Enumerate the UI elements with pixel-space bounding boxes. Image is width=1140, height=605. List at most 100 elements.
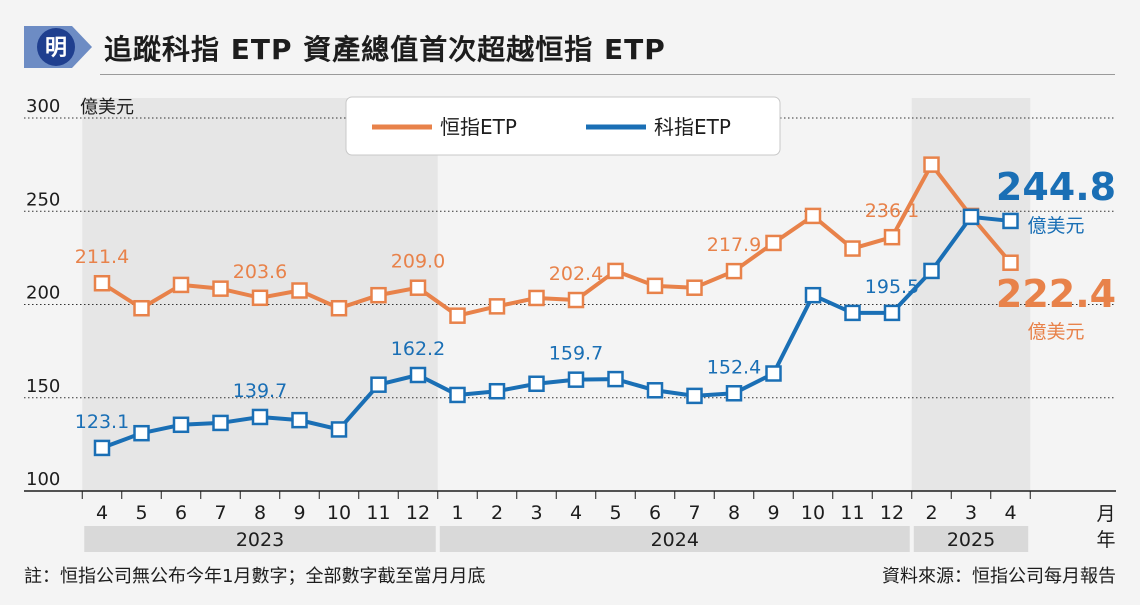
data-point-1-1 bbox=[133, 424, 150, 442]
year-bar-2024 bbox=[439, 526, 910, 552]
data-point-1-15 bbox=[686, 387, 703, 405]
x-tick-label-0: 4 bbox=[96, 502, 108, 524]
x-tick-label-3: 7 bbox=[214, 502, 226, 524]
header: 明 追蹤科指 ETP 資產總值首次超越恒指 ETP bbox=[0, 0, 1140, 75]
x-tick-label-15: 7 bbox=[688, 502, 700, 524]
data-point-1-4 bbox=[251, 408, 269, 426]
hstech-data-label-4: 139.7 bbox=[233, 380, 287, 402]
data-point-1-8 bbox=[409, 366, 427, 384]
year-label-2024: 2024 bbox=[651, 529, 699, 551]
data-point-0-23 bbox=[1002, 254, 1019, 271]
data-point-1-17 bbox=[765, 365, 782, 382]
y-tick-label-100: 100 bbox=[26, 469, 60, 490]
data-point-1-10 bbox=[488, 382, 506, 400]
year-label-2025: 2025 bbox=[947, 529, 995, 551]
x-tick-label-22: 3 bbox=[965, 502, 977, 524]
y-axis: 100 150 200 250 300 bbox=[26, 96, 60, 490]
year-bar-2025 bbox=[913, 526, 1029, 552]
data-point-1-18 bbox=[804, 286, 822, 304]
data-point-0-7 bbox=[370, 286, 387, 304]
x-tick-label-2: 6 bbox=[175, 502, 187, 524]
x-tick-label-5: 9 bbox=[293, 502, 305, 524]
hsi-data-label-12: 202.4 bbox=[549, 263, 603, 285]
x-tick-label-10: 2 bbox=[491, 502, 503, 524]
source-note: 資料來源：恒指公司每月報告 bbox=[882, 566, 1116, 587]
data-point-0-17 bbox=[765, 234, 782, 252]
data-point-0-16 bbox=[725, 262, 743, 280]
year-label-2023: 2023 bbox=[236, 529, 284, 551]
data-point-1-14 bbox=[646, 382, 664, 399]
x-tick-label-4: 8 bbox=[254, 502, 266, 524]
hsi-data-label-4: 203.6 bbox=[233, 261, 287, 283]
x-tick-label-1: 5 bbox=[135, 502, 147, 524]
hstech-end-value: 244.8 bbox=[996, 165, 1116, 209]
x-tick-label-14: 6 bbox=[649, 502, 661, 524]
data-point-1-7 bbox=[370, 376, 387, 393]
y-tick-label-250: 250 bbox=[26, 189, 60, 210]
data-point-0-2 bbox=[172, 276, 190, 294]
x-tick-label-21: 2 bbox=[925, 502, 937, 524]
x-tick-label-17: 9 bbox=[767, 502, 779, 524]
hstech-data-label-12: 159.7 bbox=[549, 343, 603, 365]
x-tick-label-20: 12 bbox=[880, 502, 904, 524]
data-point-1-22 bbox=[962, 208, 980, 226]
data-point-0-8 bbox=[409, 279, 427, 296]
data-point-0-12 bbox=[567, 291, 585, 309]
data-point-0-4 bbox=[251, 289, 269, 307]
x-axis-year-label: 年 bbox=[1096, 529, 1115, 551]
data-point-1-6 bbox=[330, 421, 348, 438]
data-point-1-0 bbox=[93, 439, 111, 457]
data-point-1-12 bbox=[567, 371, 585, 388]
hstech-data-label-16: 152.4 bbox=[707, 356, 761, 378]
data-point-0-6 bbox=[330, 299, 348, 317]
series-lines bbox=[93, 156, 1019, 457]
title-divider bbox=[100, 74, 1115, 75]
data-point-0-5 bbox=[291, 282, 308, 299]
hstech-data-label-20: 195.5 bbox=[865, 276, 919, 298]
hsi-data-label-16: 217.9 bbox=[707, 234, 761, 256]
x-axis-month-label: 月 bbox=[1096, 503, 1115, 525]
x-tick-label-13: 5 bbox=[609, 502, 621, 524]
data-point-0-18 bbox=[804, 207, 822, 225]
y-tick-label-300: 300 bbox=[26, 96, 60, 117]
data-point-0-19 bbox=[844, 240, 861, 257]
x-tick-label-23: 4 bbox=[1004, 502, 1016, 524]
data-point-1-3 bbox=[212, 414, 229, 432]
logo-text: 明 bbox=[45, 36, 67, 61]
footnote: 註：恒指公司無公布今年1月數字；全部數字截至當月月底 bbox=[24, 566, 486, 587]
legend-label-hstech: 科指ETP bbox=[654, 115, 731, 139]
data-point-1-23 bbox=[1002, 212, 1019, 230]
legend: 恒指ETP 科指ETP bbox=[345, 96, 781, 156]
gridlines bbox=[24, 117, 1116, 492]
data-point-0-14 bbox=[646, 277, 664, 295]
data-point-0-10 bbox=[488, 298, 506, 315]
page-title: 追蹤科指 ETP 資產總值首次超越恒指 ETP bbox=[104, 33, 666, 66]
hsi-end-value: 222.4 bbox=[996, 272, 1116, 316]
data-point-1-5 bbox=[291, 411, 308, 429]
data-point-0-11 bbox=[528, 289, 545, 307]
hsi-data-label-0: 211.4 bbox=[75, 246, 129, 268]
data-point-0-20 bbox=[883, 228, 901, 246]
x-tick-label-12: 4 bbox=[570, 502, 582, 524]
x-tick-label-11: 3 bbox=[530, 502, 542, 524]
legend-label-hsi: 恒指ETP bbox=[440, 115, 517, 139]
x-tick-label-19: 11 bbox=[840, 502, 864, 524]
data-point-1-21 bbox=[923, 262, 940, 280]
x-tick-label-6: 10 bbox=[327, 502, 351, 524]
x-tick-label-16: 8 bbox=[728, 502, 740, 524]
year-bar-2023 bbox=[84, 526, 436, 552]
hsi-data-label-8: 209.0 bbox=[391, 251, 445, 273]
y-axis-unit-label: 億美元 bbox=[80, 97, 134, 118]
data-point-1-20 bbox=[883, 304, 901, 322]
data-point-0-13 bbox=[607, 262, 624, 280]
x-tick-label-9: 1 bbox=[451, 502, 463, 524]
data-point-1-9 bbox=[449, 386, 466, 404]
data-point-0-3 bbox=[212, 280, 229, 297]
x-tick-label-18: 10 bbox=[801, 502, 825, 524]
hstech-data-label-0: 123.1 bbox=[75, 411, 129, 433]
hstech-data-label-8: 162.2 bbox=[391, 338, 445, 360]
hstech-end-unit: 億美元 bbox=[1027, 215, 1084, 237]
data-point-0-0 bbox=[93, 274, 111, 292]
